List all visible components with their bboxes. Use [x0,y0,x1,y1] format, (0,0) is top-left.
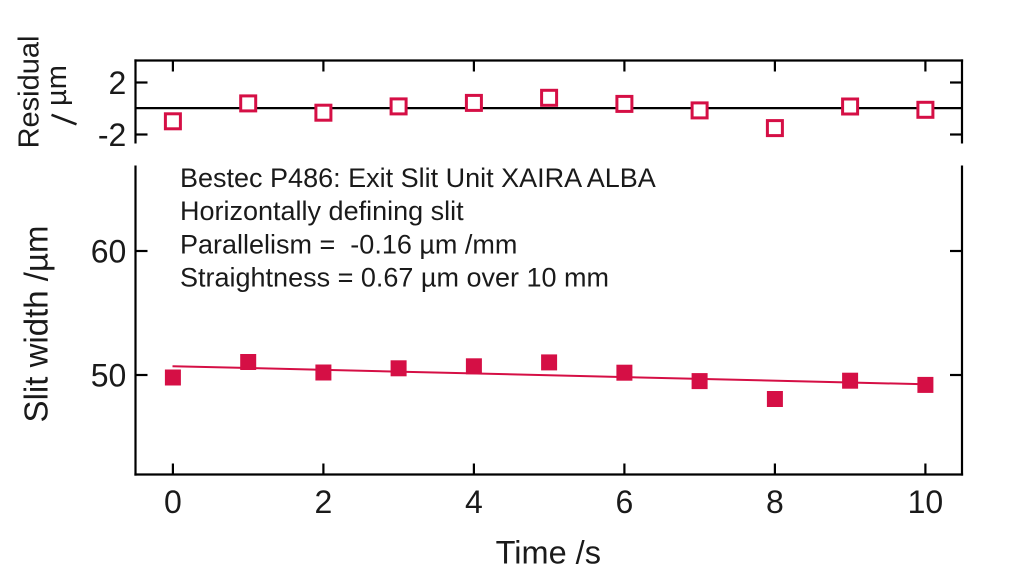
svg-text:Straightness = 0.67 µm over 10: Straightness = 0.67 µm over 10 mm [180,263,609,293]
svg-text:10: 10 [908,484,944,520]
svg-text:Bestec P486: Exit Slit Unit XA: Bestec P486: Exit Slit Unit XAIRA ALBA [180,163,656,193]
svg-text:µm: µm [41,65,73,106]
svg-text:4: 4 [465,484,483,520]
svg-text:Time /s: Time /s [496,535,601,571]
svg-text:60: 60 [91,234,127,270]
svg-text:-2: -2 [98,117,126,153]
svg-text:0: 0 [164,484,182,520]
svg-text:8: 8 [766,484,784,520]
svg-text:Parallelism = -0.16 µm /mm: Parallelism = -0.16 µm /mm [180,230,517,260]
svg-text:50: 50 [91,358,127,394]
svg-text:Residual: Residual [14,36,46,149]
svg-text:6: 6 [616,484,634,520]
svg-text:Slit width /µm: Slit width /µm [18,226,55,423]
svg-text:2: 2 [315,484,333,520]
svg-text:2: 2 [109,65,127,101]
svg-text:Horizontally defining slit: Horizontally defining slit [180,196,464,226]
